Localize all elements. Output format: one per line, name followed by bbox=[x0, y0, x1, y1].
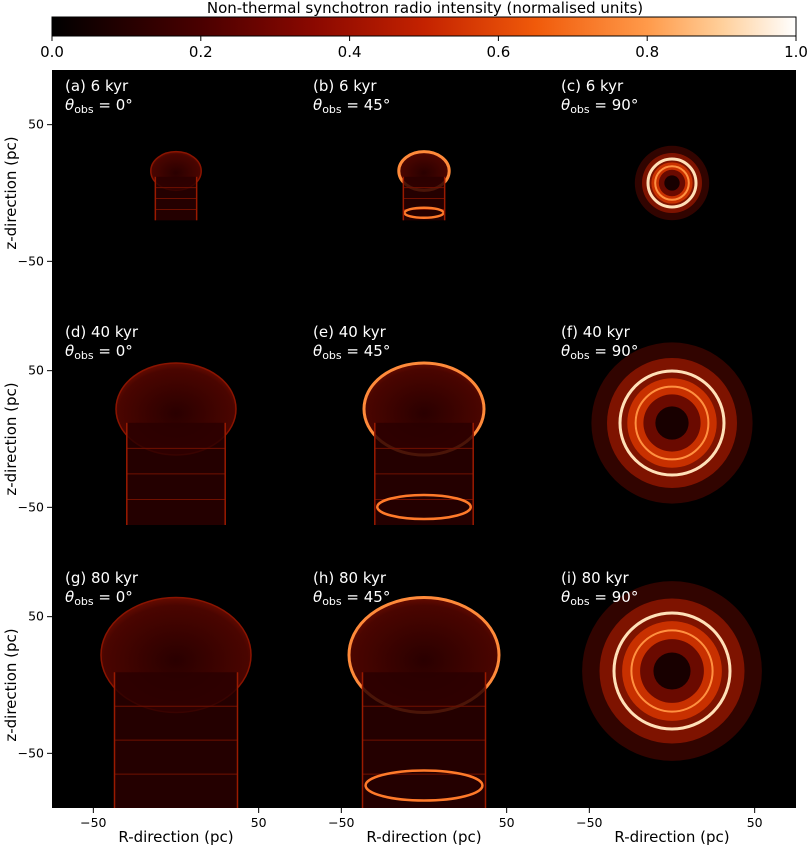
panel-angle: θobs = 45° bbox=[313, 96, 390, 116]
core bbox=[664, 175, 680, 191]
y-tick-label: 50 bbox=[28, 609, 44, 624]
panel-angle: θobs = 90° bbox=[561, 588, 638, 608]
inner-ring bbox=[654, 165, 690, 201]
ring-feature bbox=[364, 769, 484, 802]
panel-angle: θobs = 90° bbox=[561, 96, 638, 116]
emission-map bbox=[347, 596, 501, 808]
x-tick-label: 50 bbox=[747, 815, 763, 830]
panel-label: (c) 6 kyr bbox=[561, 77, 624, 95]
y-axis-label: z-direction (pc) bbox=[2, 628, 20, 741]
emission-map bbox=[150, 150, 202, 221]
emission-map bbox=[591, 342, 753, 504]
emission-map bbox=[362, 361, 486, 525]
x-axis-label: R-direction (pc) bbox=[366, 828, 481, 846]
colorbar-tick-label: 0.0 bbox=[40, 43, 64, 61]
x-tick-label: −50 bbox=[576, 815, 602, 830]
x-axis-label: R-direction (pc) bbox=[118, 828, 233, 846]
panel-label: (i) 80 kyr bbox=[561, 569, 630, 587]
colorbar-tick-label: 0.6 bbox=[486, 43, 510, 61]
panel-label: (g) 80 kyr bbox=[65, 569, 139, 587]
panel-angle: θobs = 0° bbox=[65, 588, 133, 608]
panel-angle: θobs = 45° bbox=[313, 342, 390, 362]
colorbar-tick-label: 0.4 bbox=[338, 43, 362, 61]
panel-label: (e) 40 kyr bbox=[313, 323, 387, 341]
y-tick-label: 50 bbox=[28, 363, 44, 378]
emission-map bbox=[397, 150, 451, 221]
x-tick-label: 50 bbox=[499, 815, 515, 830]
axis-labels: R-direction (pc) R-direction (pc) R-direct… bbox=[2, 136, 730, 846]
x-tick-label: −50 bbox=[80, 815, 106, 830]
core bbox=[655, 406, 689, 440]
panel-angle: θobs = 0° bbox=[65, 96, 133, 116]
y-tick-label: −50 bbox=[18, 253, 44, 268]
panel-label: (d) 40 kyr bbox=[65, 323, 139, 341]
ring-feature bbox=[376, 493, 472, 521]
colorbar-tick-label: 0.2 bbox=[189, 43, 213, 61]
inner-ring bbox=[634, 385, 710, 461]
panel-angle: θobs = 0° bbox=[65, 342, 133, 362]
colorbar: Non-thermal synchotron radio intensity (… bbox=[40, 0, 808, 61]
x-axis-label: R-direction (pc) bbox=[614, 828, 729, 846]
colorbar-tick-label: 1.0 bbox=[784, 43, 808, 61]
panel-angle: θobs = 90° bbox=[561, 342, 638, 362]
y-axis-label: z-direction (pc) bbox=[2, 382, 20, 495]
y-tick-label: 50 bbox=[28, 117, 44, 132]
panel-label: (f) 40 kyr bbox=[561, 323, 631, 341]
y-axis-label: z-direction (pc) bbox=[2, 136, 20, 249]
emission-map bbox=[634, 145, 710, 221]
panel-label: (h) 80 kyr bbox=[313, 569, 387, 587]
panel-angle: θobs = 45° bbox=[313, 588, 390, 608]
colorbar-ticks: 0.0 0.2 0.4 0.6 0.8 1.0 bbox=[40, 36, 808, 61]
x-tick-label: −50 bbox=[328, 815, 354, 830]
bright-ring bbox=[612, 611, 732, 731]
emission-map bbox=[582, 581, 762, 761]
emission-map bbox=[115, 362, 237, 525]
panel-label: (b) 6 kyr bbox=[313, 77, 377, 95]
panel-label: (a) 6 kyr bbox=[65, 77, 129, 95]
y-tick-label: −50 bbox=[18, 745, 44, 760]
colorbar-tick-label: 0.8 bbox=[635, 43, 659, 61]
x-tick-label: 50 bbox=[251, 815, 267, 830]
y-tick-label: −50 bbox=[18, 499, 44, 514]
bright-ring bbox=[618, 369, 726, 477]
core bbox=[653, 652, 691, 690]
emission-map bbox=[100, 596, 252, 808]
colorbar-gradient bbox=[51, 16, 797, 37]
bright-ring bbox=[646, 157, 698, 209]
inner-ring bbox=[630, 629, 714, 713]
colorbar-label: Non-thermal synchotron radio intensity (… bbox=[207, 0, 643, 17]
ring-feature bbox=[403, 206, 445, 220]
